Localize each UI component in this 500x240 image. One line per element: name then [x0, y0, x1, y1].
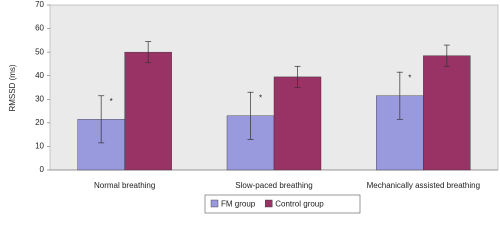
legend-swatch [265, 199, 273, 208]
bar [124, 51, 172, 171]
error-bar [294, 65, 301, 88]
error-bar [247, 91, 254, 140]
significance-mark: * [110, 97, 113, 106]
legend-label: FM group [221, 200, 256, 209]
y-tick-label: 10 [35, 142, 44, 151]
y-tick-label: 70 [35, 0, 44, 9]
chart: RMSSD (ms) 0 10 20 30 40 50 60 70 Normal breathi… [8, 0, 499, 214]
y-tick-label: 60 [35, 24, 44, 33]
y-tick-label: 0 [40, 165, 45, 174]
error-bar [396, 71, 403, 120]
bar [273, 76, 322, 171]
error-bar [98, 95, 105, 144]
error-bar [145, 41, 152, 64]
legend-box [204, 194, 361, 214]
significance-mark: * [259, 93, 262, 102]
legend-swatch [210, 199, 219, 208]
x-tick-label: Slow-paced breathing [235, 181, 312, 190]
x-tick-label: Mechanically assisted breathing [367, 181, 480, 190]
significance-mark: * [408, 73, 411, 82]
x-tick-label: Normal breathing [94, 181, 155, 190]
y-tick-label: 20 [35, 118, 44, 127]
y-tick-label: 30 [35, 94, 44, 103]
error-bar [443, 44, 450, 67]
y-tick-label: 40 [35, 71, 44, 80]
y-tick-label: 50 [35, 47, 44, 56]
bar [423, 55, 471, 171]
y-axis-label: RMSSD (ms) [8, 64, 17, 111]
legend-label: Control group [275, 200, 324, 209]
